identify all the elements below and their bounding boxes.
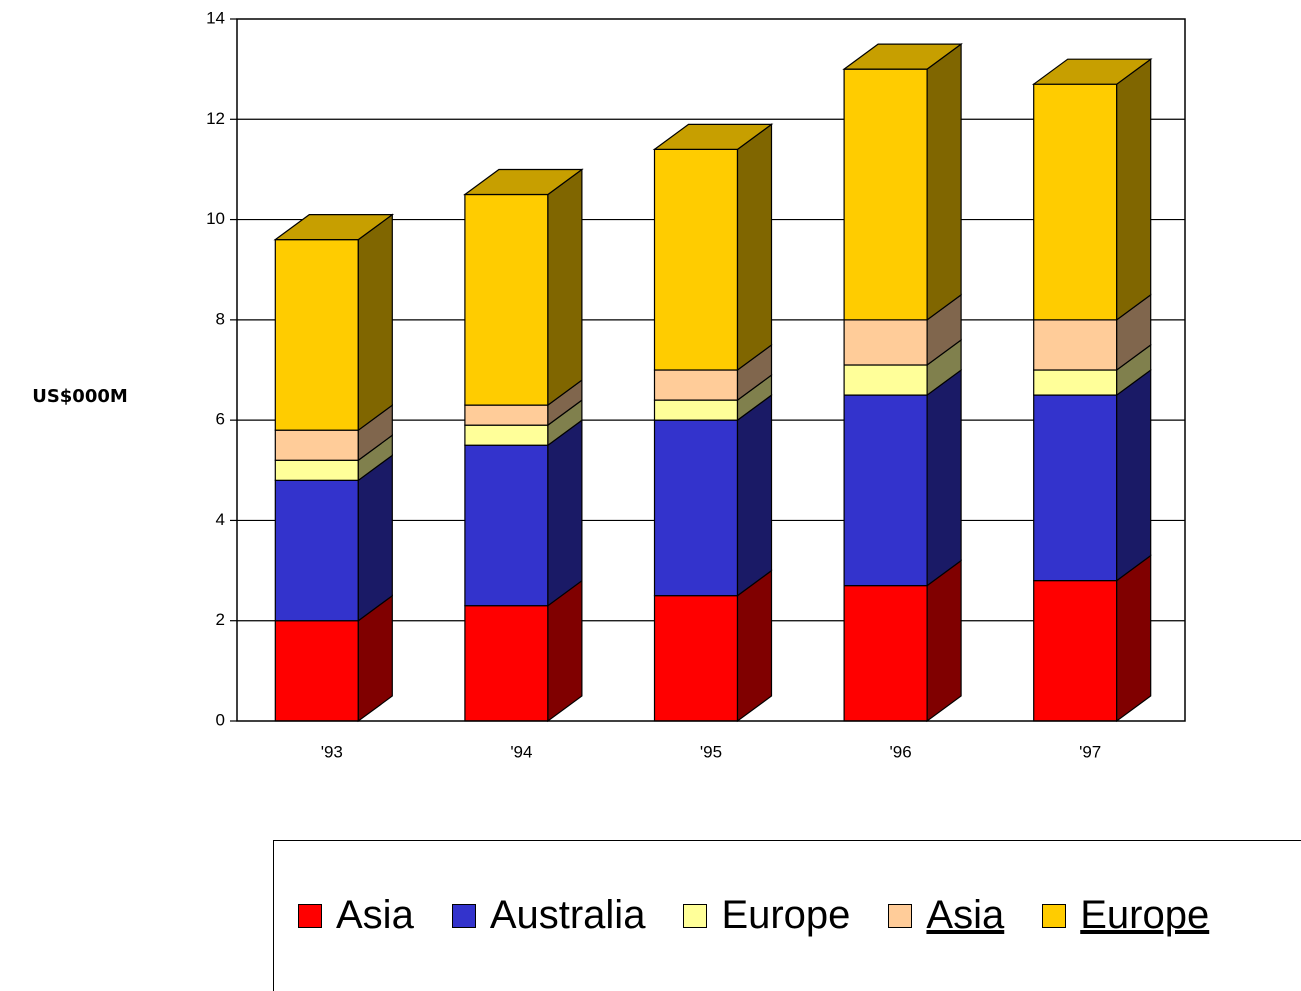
bar-segment	[1033, 579, 1118, 722]
y-tick-label: 2	[216, 610, 225, 629]
bars	[273, 42, 1153, 723]
bar-top	[652, 123, 774, 150]
bar-segment-side	[547, 419, 583, 607]
legend-swatch	[451, 903, 476, 928]
y-tick-label: 6	[216, 410, 225, 429]
x-tick-label: '93	[321, 742, 343, 761]
bar-segment-side	[1116, 554, 1152, 723]
bar-segment	[274, 239, 359, 431]
bar-top	[1031, 58, 1153, 85]
y-axis-label: US$000M	[32, 386, 128, 407]
bar-segment-side	[926, 559, 962, 723]
bar-segment	[464, 605, 549, 722]
bar-segment	[1033, 83, 1118, 321]
legend-item: Asia	[298, 893, 414, 938]
bar-segment	[843, 319, 928, 366]
legend-item: Asia	[888, 893, 1004, 938]
bar-segment	[464, 193, 549, 406]
bar-segment	[653, 419, 739, 597]
bar-stack	[1031, 57, 1153, 723]
bar-segment	[653, 148, 739, 371]
bar-segment	[843, 68, 928, 321]
bar-segment	[843, 394, 928, 587]
bar-segment	[653, 595, 739, 722]
x-tick-label: '95	[700, 742, 722, 761]
bar-segment	[274, 429, 359, 461]
bar-segment	[274, 479, 359, 622]
bar-top	[842, 43, 963, 70]
y-tick-label: 8	[216, 309, 225, 328]
legend-label: Asia	[336, 893, 414, 937]
bar-segment-side	[736, 393, 773, 597]
bar-segment-side	[357, 454, 393, 622]
x-tick-label: '96	[890, 742, 912, 761]
y-tick-label: 4	[216, 510, 225, 529]
legend-swatch	[298, 903, 322, 928]
y-tick-label: 0	[216, 710, 225, 729]
bar-segment-side	[736, 123, 773, 372]
bar-stack	[273, 213, 395, 723]
legend: Asia Australia Europe Asia Europe	[273, 840, 1301, 991]
bar-segment	[653, 399, 739, 421]
bar-top	[273, 214, 395, 241]
legend-label: Europe	[721, 893, 851, 937]
bar-segment	[653, 369, 739, 401]
y-tick-label: 12	[206, 109, 225, 128]
bar-segment	[464, 404, 549, 426]
bar-segment-side	[1116, 57, 1152, 322]
bar-segment-side	[1116, 368, 1152, 582]
bar-segment	[274, 459, 359, 481]
plot-frame	[236, 18, 1186, 722]
legend-label: Europe	[1080, 893, 1210, 937]
bar-segment-side	[926, 42, 962, 322]
bar-segment-side	[547, 168, 583, 407]
x-tick-label: '97	[1079, 742, 1101, 761]
bar-stack	[463, 168, 584, 723]
legend-item: Europe	[1042, 893, 1209, 938]
bar-segment-side	[357, 213, 393, 432]
bar-segment-side	[736, 569, 773, 723]
legend-label: Asia	[926, 893, 1005, 937]
legend-items: Asia Australia Europe Asia Europe	[298, 893, 1247, 938]
axes: 0 2 4 6 8 10 12 14 '93 '94 '95 '96 '97	[206, 8, 1186, 761]
bar-segment	[843, 585, 928, 722]
bar-segment	[464, 444, 549, 607]
bar-segment-side	[926, 368, 962, 587]
bar-segment	[1033, 319, 1118, 371]
bar-segment	[1033, 394, 1118, 582]
bar-segment	[464, 424, 549, 446]
legend-item: Europe	[683, 893, 850, 938]
bar-segment	[843, 364, 928, 396]
bar-segment	[1033, 369, 1118, 396]
x-tick-label: '94	[510, 742, 532, 761]
bar-segment	[274, 620, 359, 722]
y-tick-label: 14	[206, 8, 225, 27]
y-tick-label: 10	[206, 209, 225, 228]
legend-swatch	[1042, 903, 1067, 928]
legend-item: Australia	[451, 893, 646, 938]
bar-top	[463, 168, 584, 196]
legend-swatch	[683, 903, 708, 928]
legend-label: Australia	[489, 893, 646, 937]
legend-swatch	[888, 903, 913, 928]
bar-stack	[842, 42, 963, 723]
bar-stack	[652, 123, 774, 723]
